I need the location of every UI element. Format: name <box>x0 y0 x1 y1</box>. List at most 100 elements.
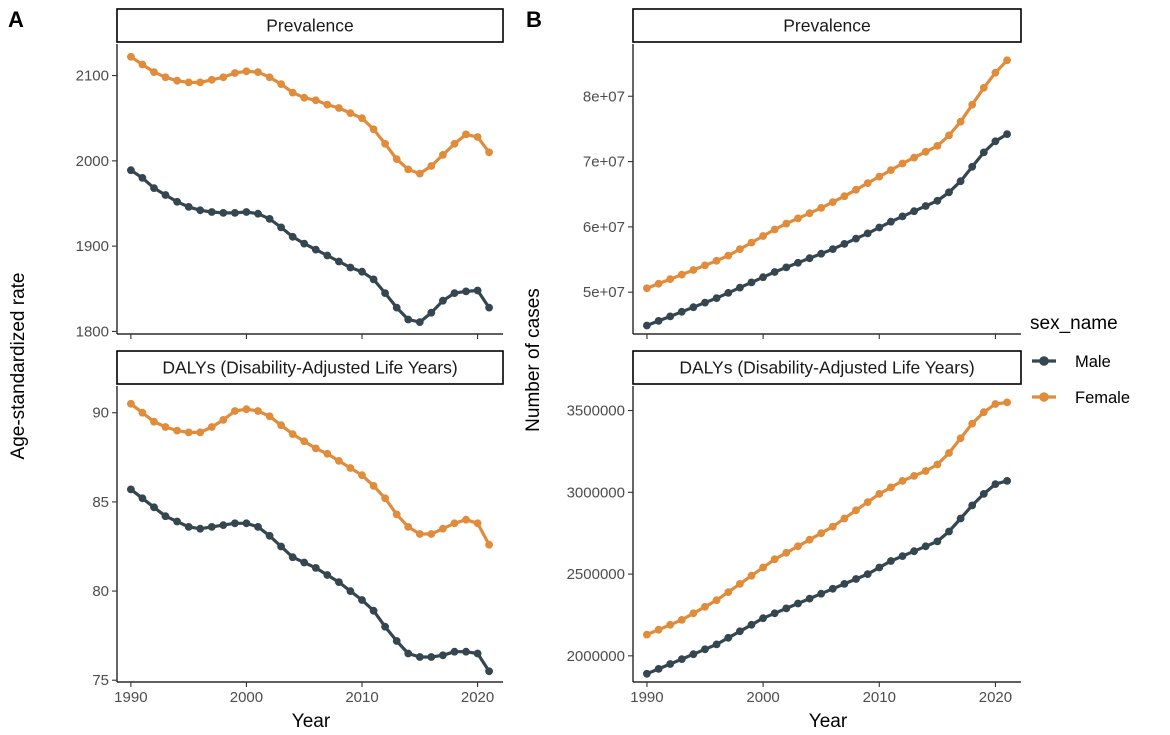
chart-4-series-female-point <box>828 522 837 531</box>
chart-1-series-female-point <box>288 88 297 97</box>
chart-4-series-male-point <box>689 650 698 659</box>
chart-4-series-male-point <box>666 660 675 668</box>
chart-2-series-female-point <box>231 407 239 415</box>
chart-4-series-male <box>643 477 1011 678</box>
chart-1-series-male-point <box>392 303 401 312</box>
chart-2-series-female-point <box>415 530 424 538</box>
chart-3-series-male-point <box>770 268 779 276</box>
chart-3-strip <box>632 8 1022 43</box>
chart-1-series-male-point <box>311 245 320 254</box>
chart-3-series-male-point <box>677 307 686 316</box>
chart-1-series-female-point <box>485 148 493 157</box>
chart-4-series-male-point <box>968 501 977 510</box>
chart-2-series-female <box>126 399 493 549</box>
chart-2-series-male-point <box>427 653 436 661</box>
chart-4-series-male-point <box>677 655 686 663</box>
chart-4-series-female-point <box>933 460 942 469</box>
chart-4-x-tick-label: 2020 <box>979 689 1012 706</box>
chart-3-series-female-point <box>921 147 930 156</box>
chart-3-series-female-point <box>712 256 721 265</box>
chart-4-series-female-point <box>921 467 930 475</box>
chart-2-y-tick-label: 85 <box>92 494 109 511</box>
chart-3-series-male-point <box>852 234 860 243</box>
chart-4-series-female-point <box>712 596 721 605</box>
chart-2-series-female-point <box>404 523 413 531</box>
chart-1-series-female-point <box>404 165 413 174</box>
panel-letter-b: B <box>526 7 542 32</box>
chart-1-series-female-point <box>323 100 332 109</box>
chart-4-series-male-point <box>712 640 721 649</box>
chart-4-series-male-point <box>921 542 930 551</box>
chart-1-series-female-point <box>219 73 228 82</box>
chart-1-series-male-point <box>161 191 170 199</box>
chart-3-series-male-point <box>840 240 849 248</box>
chart-3-series-female-point <box>736 245 744 254</box>
chart-4-series-female-point <box>747 571 756 580</box>
chart-1-series-female-point <box>207 75 216 84</box>
chart-3-series-male-point <box>991 137 1000 146</box>
legend-item-male: Male <box>1032 353 1111 371</box>
legend-item-female: Female <box>1032 389 1130 407</box>
chart-2-series-female-point <box>219 416 228 424</box>
chart-2-series-male-line <box>129 488 491 673</box>
chart-1-series-female-point <box>242 67 251 76</box>
chart-1-series-male-point <box>485 303 493 312</box>
chart-1-series-male-line <box>130 168 491 324</box>
chart-3-series-male-point <box>887 217 895 226</box>
chart-3-series-male-point <box>921 202 930 210</box>
chart-2-x-tick-label: 2010 <box>345 689 378 706</box>
chart-4-series-male-point <box>654 665 663 673</box>
chart-2-series-female-point <box>369 482 378 490</box>
chart-1-strip <box>116 8 504 43</box>
chart-4-series-male-point <box>759 614 767 623</box>
chart-2-series-female-point <box>358 471 366 480</box>
chart-3-series-male-point <box>736 283 744 292</box>
chart-3-series-male-point <box>689 303 698 312</box>
chart-3-series-female-point <box>782 219 791 228</box>
chart-4-series-female-line <box>646 400 1008 637</box>
chart-4-series-female-point <box>840 514 849 523</box>
chart-1-series-female-point <box>369 125 378 134</box>
chart-1-series-male-point <box>450 289 459 297</box>
chart-4-y-tick-label: 3500000 <box>567 403 625 420</box>
chart-1-series-female-point <box>231 69 239 77</box>
chart-3-series-female-point <box>887 166 895 175</box>
chart-1-series-female-point <box>300 93 309 102</box>
chart-2-series-female-point <box>323 449 332 458</box>
chart-1-series-female-point <box>277 80 285 88</box>
chart-3-series-female-point <box>979 83 988 92</box>
chart-3-series-female-point <box>747 238 756 247</box>
chart-2-series-female-point <box>265 412 274 421</box>
chart-1-series-female-line <box>130 55 491 176</box>
chart-4-series-female-point <box>805 535 814 544</box>
chart-3-series-female <box>643 56 1011 293</box>
chart-4-series-male-point <box>910 547 918 556</box>
plot-layer: Prevalence 1800 1900 2000 2100 DALYs (Disabil… <box>76 8 1022 706</box>
chart-3-series-male-point <box>979 148 988 157</box>
chart-4-series-female-point <box>794 542 802 551</box>
chart-2-series-female-point <box>485 540 493 549</box>
chart-3-series-female-point <box>910 153 918 162</box>
chart-2-series-male-point <box>184 523 193 531</box>
chart-3-series-female-point <box>875 172 884 181</box>
chart-3-series-female-point <box>724 251 733 260</box>
chart-1-series-male-point <box>427 308 436 317</box>
chart-1-series-female-point <box>473 133 482 141</box>
chart-3-series-female-point <box>701 261 709 270</box>
chart-2-series-male-point <box>265 531 274 540</box>
chart-1-series-female-point <box>161 73 170 82</box>
chart-1-y-tick-label: 2100 <box>76 68 109 85</box>
chart-1-series-female-point <box>427 162 436 170</box>
chart-4-series-male-point <box>840 580 849 588</box>
chart-1-series-female-point <box>126 52 135 61</box>
chart-2-series-male-point <box>358 596 366 604</box>
chart-3-series-female-point <box>666 275 675 283</box>
chart-3-series-female-point <box>945 131 953 140</box>
chart-2-series-female-point <box>138 408 147 417</box>
chart-4-series-female-point <box>736 580 744 588</box>
chart-3-series-female-point <box>968 100 977 109</box>
chart-4-series-male-point <box>736 627 744 636</box>
chart-2-x-tick-label: 2020 <box>461 689 494 706</box>
chart-4-series-female-point <box>991 400 1000 408</box>
chart-2-y-tick-label: 90 <box>92 405 109 422</box>
